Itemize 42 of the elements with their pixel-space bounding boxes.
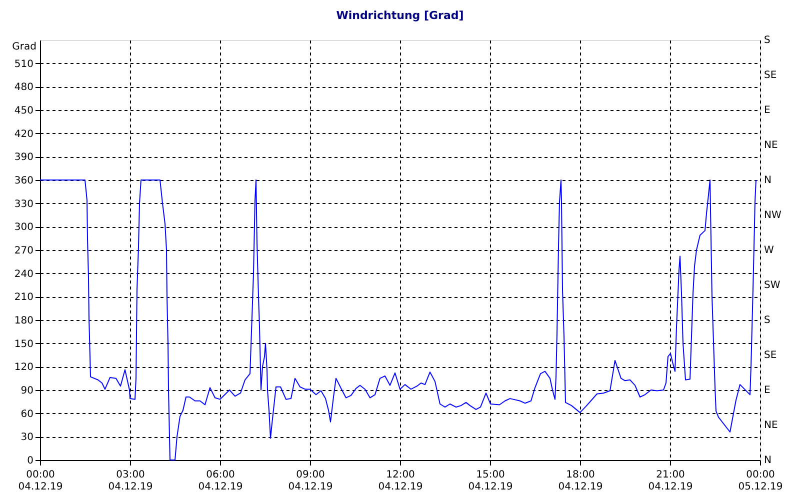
x-tick-label: 15:00 04.12.19 [468, 470, 513, 492]
x-tick-label: 12:00 04.12.19 [378, 470, 423, 492]
text: SE [764, 350, 777, 361]
y-tick-label: 510 [14, 58, 34, 70]
text: N [764, 175, 772, 186]
y-tick-label: 180 [14, 316, 34, 326]
text: N [764, 455, 772, 466]
y-tick-label: 330 [14, 198, 34, 210]
text: NE [764, 140, 778, 151]
x-tick-label: 18:00 04.12.19 [558, 470, 603, 492]
x-tick-label: 21:00 04.12.19 [648, 470, 693, 492]
text: NE [764, 420, 778, 431]
y-tick-label: 450 [14, 106, 34, 116]
y-tick-label: 60 [20, 408, 34, 420]
y-tick-label: 210 [14, 292, 34, 304]
text: NW [764, 210, 782, 221]
x-tick-label: 06:00 04.12.19 [198, 470, 243, 492]
x-tick-label: 03:00 04.12.19 [108, 470, 153, 492]
text: SW [764, 280, 780, 291]
y-tick-label: 270 [14, 246, 34, 256]
x-tick-label: 00:00 05.12.19 [738, 470, 783, 492]
text: E [764, 105, 770, 116]
y-tick-label: 240 [14, 268, 34, 280]
chart-title: Windrichtung [Grad] [336, 9, 464, 22]
y-tick-label: 420 [14, 128, 34, 140]
x-tick-label: 00:00 04.12.19 [18, 470, 63, 492]
y-axis-title: Grad [12, 42, 36, 52]
y-tick-label: 360 [14, 176, 34, 186]
y-tick-label: 300 [14, 222, 34, 234]
text: W [764, 245, 774, 256]
text: E [764, 385, 770, 396]
text: S [764, 315, 770, 326]
y-tick-label: 150 [14, 338, 34, 350]
y-tick-label: 0 [27, 456, 34, 466]
y-tick-label: 390 [14, 152, 34, 164]
text: SE [764, 70, 777, 81]
y-tick-label: 480 [14, 82, 34, 94]
y-tick-label: 90 [20, 386, 34, 396]
y-tick-label: 120 [14, 362, 34, 374]
y-tick-label: 30 [20, 432, 34, 444]
x-tick-label: 09:00 04.12.19 [288, 470, 333, 492]
text: S [764, 35, 770, 46]
